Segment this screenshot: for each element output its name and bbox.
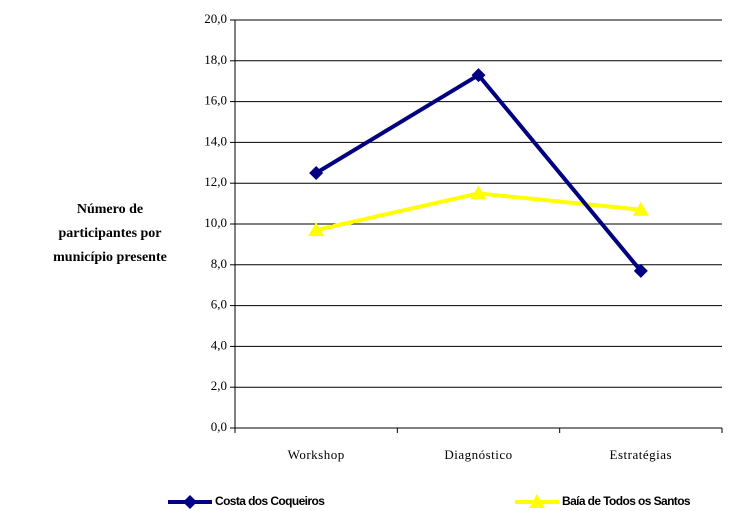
x-tick-label: Workshop [288,447,345,462]
y-axis-label: Número de [77,202,143,217]
legend-label: Costa dos Coqueiros [215,494,325,508]
y-tick-label: 8,0 [211,256,227,271]
legend-label: Baía de Todos os Santos [562,494,691,508]
y-tick-label: 14,0 [204,133,227,148]
y-tick-label: 18,0 [204,52,227,67]
marker [633,263,648,278]
y-tick-label: 10,0 [204,215,227,230]
y-tick-label: 2,0 [211,378,227,393]
y-tick-label: 0,0 [211,419,227,434]
y-axis-label: município presente [53,250,167,265]
legend-marker [529,494,545,508]
y-tick-label: 6,0 [211,297,227,312]
series-line [315,72,643,273]
marker [632,201,649,216]
y-tick-label: 20,0 [204,11,227,26]
y-tick-label: 4,0 [211,337,227,352]
marker [309,166,324,180]
x-tick-label: Diagnóstico [444,447,512,462]
legend-marker [183,495,197,509]
y-tick-label: 16,0 [204,93,227,108]
marker [308,222,325,237]
x-tick-label: Estratégias [610,447,673,462]
marker [471,68,486,83]
y-tick-label: 12,0 [204,174,227,189]
marker [470,185,487,200]
y-axis-label: participantes por [58,226,161,241]
